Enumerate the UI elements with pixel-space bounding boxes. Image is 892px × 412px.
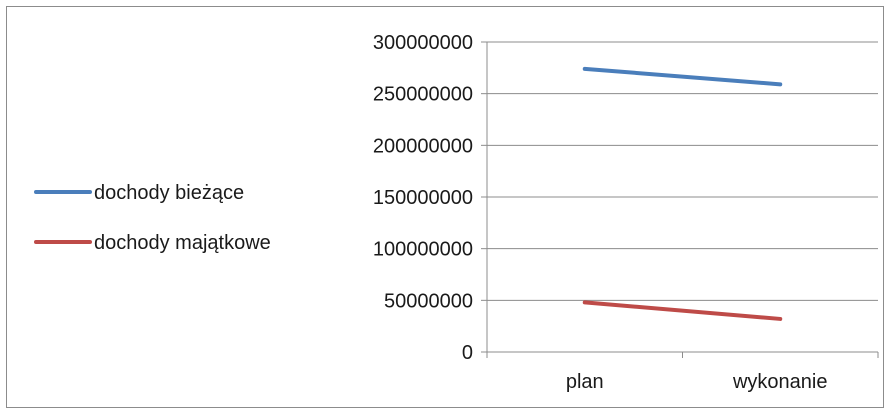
y-tick-label: 150000000 [373,187,473,209]
series-line-2 [582,300,783,321]
gridlines [487,41,878,301]
y-tick-label: 0 [462,342,473,364]
y-tick-label: 200000000 [373,135,473,157]
axes [481,41,879,358]
series-lines [582,66,783,321]
y-tick-label: 250000000 [373,84,473,106]
x-tick-labels: plan wykonanie [566,371,828,393]
legend: dochody bieżące dochody majątkowe [34,182,271,254]
series-line-1 [582,66,783,87]
x-tick-label: plan [566,371,604,393]
y-tick-label: 300000000 [373,32,473,54]
y-tick-label: 50000000 [384,290,473,312]
legend-label: dochody majątkowe [94,232,271,254]
legend-label: dochody bieżące [94,182,244,204]
chart-frame [6,6,884,408]
y-tick-label: 100000000 [373,239,473,261]
x-tick-label: wykonanie [732,371,828,393]
y-tick-labels: 0 50000000 100000000 150000000 200000000 2500… [373,32,473,364]
